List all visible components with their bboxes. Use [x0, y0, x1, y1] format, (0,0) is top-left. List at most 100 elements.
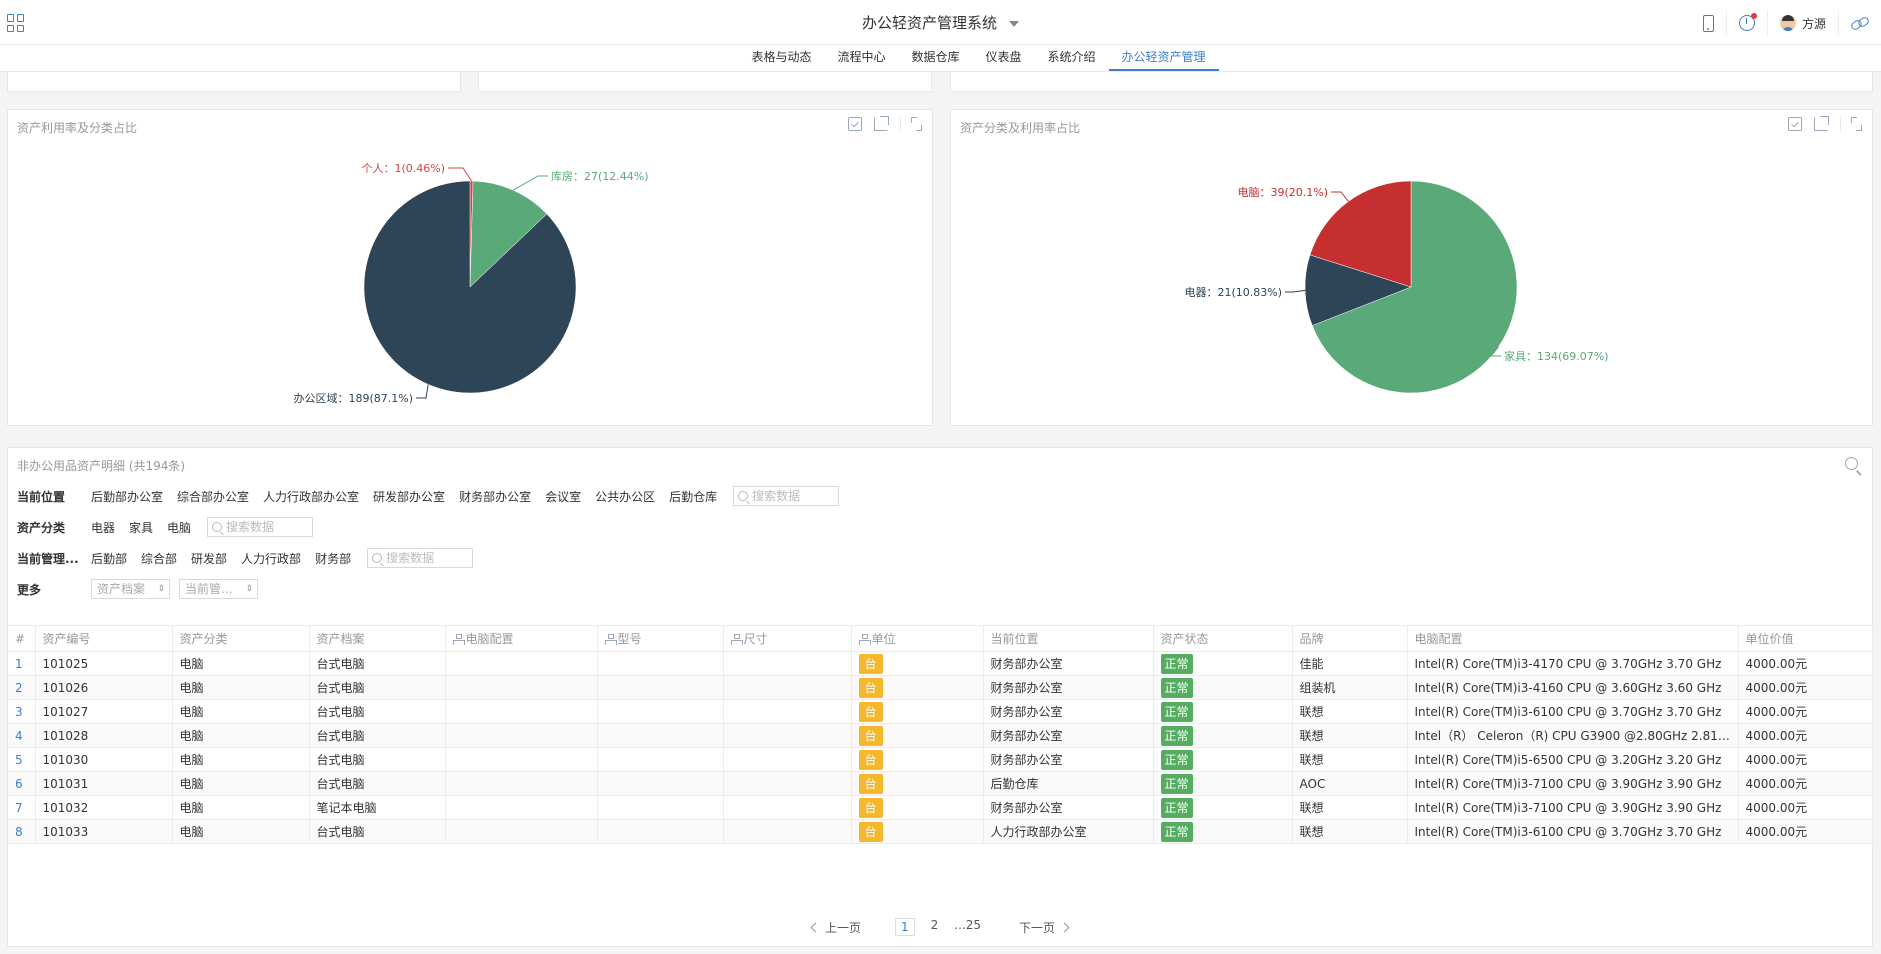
- filter-option-manager[interactable]: 研发部: [191, 551, 228, 566]
- filter-option-location[interactable]: 会议室: [545, 489, 582, 504]
- filter-option-category[interactable]: 家具: [129, 520, 154, 535]
- table-row[interactable]: 6 101031 电脑 台式电脑 台 后勤仓库 正常 AOC Intel(R) Core(TM)…: [8, 771, 1873, 796]
- filter-option-location[interactable]: 后勤部办公室: [91, 489, 164, 504]
- title-caret-icon[interactable]: [1009, 20, 1019, 27]
- card-title: 资产分类及利用率占比: [960, 121, 1081, 135]
- tab-5[interactable]: 办公轻资产管理: [1108, 45, 1219, 71]
- pie-slice-家具[interactable]: [1311, 180, 1518, 394]
- asset-file-select[interactable]: 资产档案: [91, 579, 170, 599]
- cell-size: [723, 795, 852, 820]
- filter-option-location[interactable]: 公共办公区: [595, 489, 656, 504]
- filter-option-location[interactable]: 综合部办公室: [177, 489, 250, 504]
- cell-status: 正常: [1153, 795, 1293, 820]
- column-header-label: 尺寸: [743, 632, 768, 646]
- location-search[interactable]: [733, 486, 840, 506]
- pie-slice-办公区域[interactable]: [363, 180, 577, 394]
- filter-option-manager[interactable]: 综合部: [141, 551, 178, 566]
- tab-2[interactable]: 数据仓库: [911, 50, 960, 64]
- chevron-left-icon[interactable]: [810, 922, 821, 932]
- column-header[interactable]: 型号: [597, 625, 724, 652]
- category-search-input[interactable]: [226, 520, 307, 534]
- tab-4[interactable]: 系统介绍: [1047, 50, 1096, 64]
- page-button[interactable]: 2: [930, 918, 939, 932]
- column-header[interactable]: 电脑配置: [445, 625, 598, 652]
- filter-option-category[interactable]: 电脑: [167, 520, 192, 535]
- download-icon[interactable]: [848, 117, 862, 131]
- notification-clock-icon[interactable]: [1738, 13, 1757, 31]
- table-row[interactable]: 8 101033 电脑 台式电脑 台 人力行政部办公室 正常 联想 Intel(R) Core(…: [8, 819, 1873, 844]
- pie-slice-库房[interactable]: [469, 180, 548, 288]
- column-header[interactable]: 资产编号: [35, 625, 173, 652]
- page-button[interactable]: 1: [895, 918, 915, 936]
- search-icon: [212, 522, 223, 532]
- column-header[interactable]: 资产档案: [309, 625, 446, 652]
- location-search-input[interactable]: [752, 489, 833, 503]
- manager-search-input[interactable]: [386, 551, 467, 565]
- mobile-phone-icon[interactable]: [1702, 14, 1714, 32]
- pagination: 上一页 1 2 ...25 下一页: [8, 918, 1872, 936]
- cell-loc: 财务部办公室: [983, 747, 1154, 772]
- column-header[interactable]: #: [8, 625, 36, 652]
- cell-idx: 1: [8, 651, 36, 676]
- column-header[interactable]: 品牌: [1292, 625, 1408, 652]
- table-row[interactable]: 4 101028 电脑 台式电脑 台 财务部办公室 正常 联想 Intel（R） Celeron…: [8, 723, 1873, 748]
- current-manager-select[interactable]: 当前管...: [179, 579, 258, 599]
- column-header[interactable]: 尺寸: [723, 625, 852, 652]
- tab-3[interactable]: 仪表盘: [985, 50, 1022, 64]
- table-row[interactable]: 1 101025 电脑 台式电脑 台 财务部办公室 正常 佳能 Intel(R) Core(TM…: [8, 651, 1873, 676]
- cell-idx: 2: [8, 675, 36, 700]
- tab-0[interactable]: 表格与动态: [751, 50, 812, 64]
- filter-option-location[interactable]: 后勤仓库: [669, 489, 718, 504]
- pie-slice-电脑[interactable]: [1309, 180, 1412, 288]
- leader-line: [1285, 289, 1306, 293]
- next-page-button[interactable]: 下一页: [1019, 920, 1056, 935]
- filter-option-location[interactable]: 人力行政部办公室: [263, 489, 360, 504]
- fullscreen-icon[interactable]: [1840, 117, 1862, 131]
- filter-option-category[interactable]: 电器: [91, 520, 116, 535]
- card-title: 资产利用率及分类占比: [17, 121, 138, 135]
- cell-model: [597, 795, 724, 820]
- cell-price: 4000.00元: [1738, 747, 1873, 772]
- cell-status: 正常: [1153, 771, 1293, 796]
- pie-chart-utilization: 个人：1(0.46%) 库房：27(12.44%) 办公区域：189(87.1%): [293, 162, 648, 405]
- prev-page-button[interactable]: 上一页: [824, 920, 861, 935]
- column-header[interactable]: 单位价值: [1738, 625, 1873, 652]
- column-header-label: 资产档案: [316, 632, 365, 646]
- column-header[interactable]: 资产分类: [172, 625, 310, 652]
- table-row[interactable]: 3 101027 电脑 台式电脑 台 财务部办公室 正常 联想 Intel(R) Core(TM…: [8, 699, 1873, 724]
- filter-option-location[interactable]: 研发部办公室: [373, 489, 446, 504]
- manager-search[interactable]: [367, 548, 474, 568]
- pie-slice-电器[interactable]: [1304, 254, 1412, 326]
- unit-tag: 台: [858, 797, 883, 818]
- cell-brand: 联想: [1292, 747, 1408, 772]
- category-search[interactable]: [207, 517, 314, 537]
- filter-option-location[interactable]: 财务部办公室: [459, 489, 532, 504]
- cell-cfg1: [445, 771, 598, 796]
- filter-option-manager[interactable]: 后勤部: [91, 551, 128, 566]
- download-icon[interactable]: [1788, 117, 1802, 131]
- app-title[interactable]: 办公轻资产管理系统: [861, 14, 997, 32]
- app-grid-icon[interactable]: [7, 14, 25, 32]
- page-button[interactable]: ...25: [954, 918, 981, 932]
- table-row[interactable]: 5 101030 电脑 台式电脑 台 财务部办公室 正常 联想 Intel(R) Core(TM…: [8, 747, 1873, 772]
- cell-price: 4000.00元: [1738, 699, 1873, 724]
- open-external-icon[interactable]: [1814, 116, 1829, 131]
- search-icon[interactable]: [1845, 457, 1858, 470]
- cell-idx: 8: [8, 819, 36, 844]
- pie-label: 家具：134(69.07%): [1504, 349, 1609, 363]
- table-row[interactable]: 2 101026 电脑 台式电脑 台 财务部办公室 正常 组装机 Intel(R) Core(T…: [8, 675, 1873, 700]
- filter-option-manager[interactable]: 财务部: [315, 551, 352, 566]
- table-row[interactable]: 7 101032 电脑 笔记本电脑 台 财务部办公室 正常 联想 Intel(R) Core(T…: [8, 795, 1873, 820]
- filter-option-manager[interactable]: 人力行政部: [241, 551, 302, 566]
- chevron-right-icon[interactable]: [1059, 922, 1070, 932]
- user-menu[interactable]: 方源: [1766, 10, 1838, 36]
- tab-1[interactable]: 流程中心: [837, 50, 886, 64]
- cell-unit: 台: [851, 675, 984, 700]
- column-header[interactable]: 电脑配置: [1407, 625, 1739, 652]
- open-external-icon[interactable]: [874, 116, 889, 131]
- fullscreen-icon[interactable]: [900, 117, 922, 131]
- link-icon[interactable]: [1851, 16, 1869, 30]
- column-header[interactable]: 单位: [851, 625, 984, 652]
- column-header[interactable]: 资产状态: [1153, 625, 1293, 652]
- column-header[interactable]: 当前位置: [983, 625, 1154, 652]
